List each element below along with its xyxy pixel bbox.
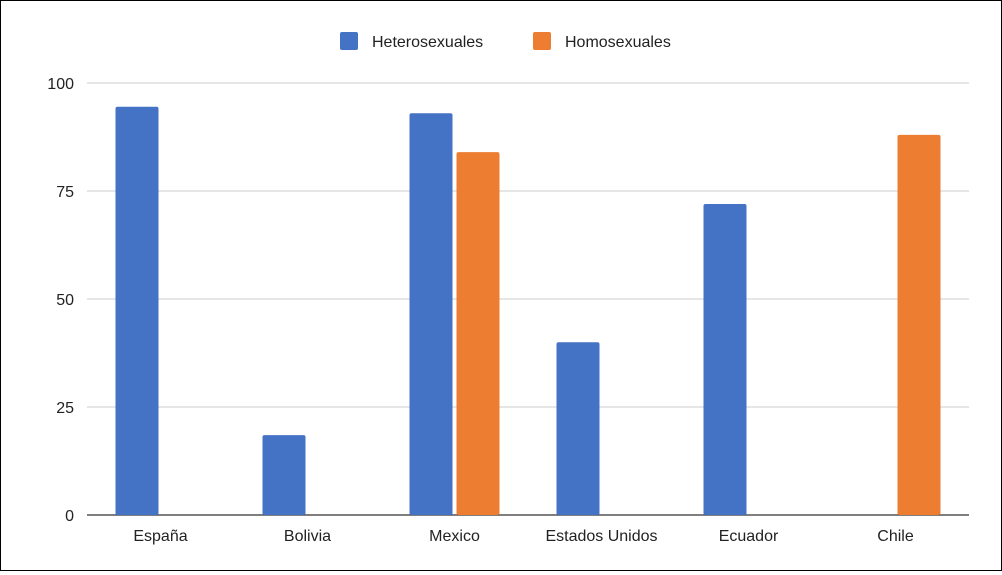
x-axis-tick-labels: España Bolivia Mexico Estados Unidos Ecuador… [133, 528, 913, 545]
x-tick-label: Mexico [429, 528, 480, 545]
x-tick-label: España [133, 528, 187, 545]
y-tick-label: 25 [56, 400, 74, 417]
bars [115, 106, 941, 516]
x-tick-label: Chile [877, 528, 914, 545]
bar [115, 106, 159, 515]
gridlines [87, 82, 969, 516]
y-tick-label: 100 [47, 76, 74, 93]
legend-swatch [533, 32, 551, 50]
bar [456, 152, 500, 515]
bar [556, 342, 600, 515]
bar [897, 134, 941, 515]
bar [703, 203, 747, 515]
x-tick-label: Ecuador [719, 528, 779, 545]
legend-label: Homosexuales [565, 34, 671, 51]
bar [262, 435, 306, 515]
legend: Heterosexuales Homosexuales [340, 32, 671, 51]
x-tick-label: Estados Unidos [545, 528, 657, 545]
legend-swatch [340, 32, 358, 50]
y-tick-label: 50 [56, 292, 74, 309]
y-tick-label: 0 [65, 508, 74, 525]
y-axis-tick-labels: 0 25 50 75 100 [47, 76, 74, 525]
legend-label: Heterosexuales [372, 34, 483, 51]
y-tick-label: 75 [56, 184, 74, 201]
bar [409, 113, 453, 516]
x-tick-label: Bolivia [284, 528, 331, 545]
